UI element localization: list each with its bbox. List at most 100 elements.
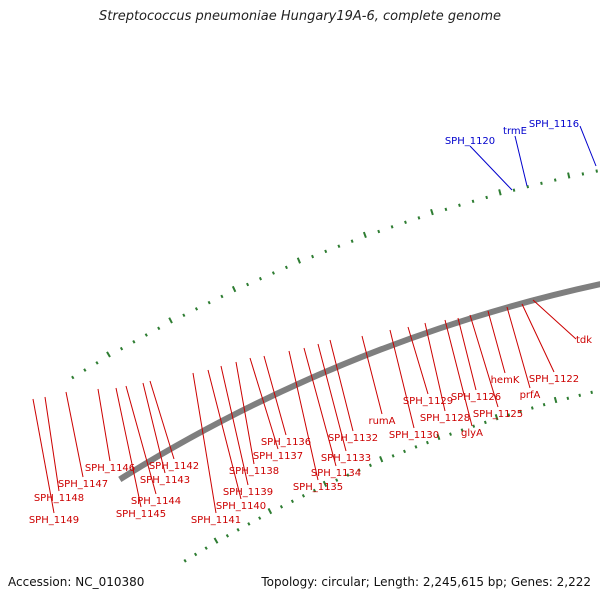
scale-tick bbox=[460, 428, 464, 432]
scale-tick bbox=[430, 208, 434, 216]
gene-label: SPH_1122 bbox=[529, 374, 579, 385]
scale-tick bbox=[566, 396, 570, 401]
label-leader bbox=[44, 396, 60, 492]
gene-label: tdk bbox=[576, 335, 592, 346]
scale-tick bbox=[436, 433, 441, 441]
label-leader bbox=[521, 303, 555, 373]
scale-tick bbox=[390, 225, 394, 229]
scale-tick bbox=[220, 294, 224, 299]
label-leader bbox=[125, 385, 157, 495]
scale-tick bbox=[391, 454, 395, 458]
scale-tick bbox=[312, 488, 317, 493]
scale-tick bbox=[324, 249, 328, 254]
label-leader bbox=[149, 380, 175, 460]
scale-tick bbox=[132, 340, 136, 344]
scale-tick bbox=[368, 463, 372, 468]
gene-label: SPH_1145 bbox=[116, 509, 166, 520]
scale-tick bbox=[119, 346, 124, 351]
gene-label: SPH_1142 bbox=[149, 461, 199, 472]
label-leader bbox=[329, 339, 354, 432]
scale-tick bbox=[485, 195, 489, 200]
gene-label: SPH_1136 bbox=[261, 437, 311, 448]
scale-tick bbox=[296, 257, 301, 264]
gene-label: SPH_1126 bbox=[451, 392, 501, 403]
gene-label: SPH_1137 bbox=[253, 451, 303, 462]
scale-tick bbox=[553, 178, 557, 182]
scale-tick bbox=[335, 478, 339, 482]
scale-tick bbox=[519, 409, 522, 414]
scale-tick bbox=[168, 317, 173, 324]
scale-tick bbox=[157, 326, 161, 331]
label-leader bbox=[115, 387, 142, 508]
gene-label: SPH_1138 bbox=[229, 466, 279, 477]
scale-tick bbox=[530, 406, 534, 410]
scale-tick bbox=[71, 375, 75, 380]
gene-label: rumA bbox=[368, 416, 395, 427]
label-leader bbox=[424, 322, 446, 412]
scale-tick bbox=[83, 368, 87, 372]
label-leader bbox=[532, 299, 577, 340]
label-leader bbox=[288, 350, 319, 481]
scale-tick bbox=[542, 402, 546, 407]
gene-label: SPH_1148 bbox=[34, 493, 84, 504]
gene-label: SPH_1133 bbox=[321, 453, 371, 464]
label-leader bbox=[263, 355, 287, 436]
map-title: Streptococcus pneumoniae Hungary19A-6, c… bbox=[99, 9, 501, 24]
scale-tick bbox=[540, 181, 543, 185]
scale-tick bbox=[350, 239, 354, 243]
gene-label: SPH_1147 bbox=[58, 479, 108, 490]
label-leaders bbox=[32, 125, 597, 514]
scale-tick bbox=[346, 473, 350, 477]
scale-tick bbox=[449, 432, 452, 436]
scale-tick bbox=[526, 184, 530, 189]
scale-tick bbox=[279, 505, 284, 509]
scale-tick bbox=[204, 546, 208, 550]
scale-tick bbox=[236, 528, 240, 532]
label-leader bbox=[65, 391, 84, 478]
gene-label: SPH_1139 bbox=[223, 487, 273, 498]
scale-tick bbox=[417, 216, 421, 220]
scale-tick bbox=[106, 351, 111, 358]
scale-tick bbox=[471, 199, 475, 204]
gene-label: SPH_1134 bbox=[311, 468, 361, 479]
scale-tick bbox=[414, 445, 418, 449]
gene-label: SPH_1129 bbox=[403, 396, 453, 407]
label-leader bbox=[207, 369, 242, 500]
gene-label: SPH_1130 bbox=[389, 430, 439, 441]
scale-tick bbox=[472, 424, 476, 428]
gene-label: SPH_1149 bbox=[29, 515, 79, 526]
label-leader bbox=[457, 317, 477, 391]
scale-tick bbox=[494, 414, 499, 421]
scale-tick bbox=[507, 413, 511, 417]
scale-tick bbox=[377, 229, 381, 234]
gene-label: SPH_1144 bbox=[131, 496, 181, 507]
label-leader bbox=[220, 365, 249, 486]
gene-label: SPH_1120 bbox=[445, 136, 495, 147]
scale-tick bbox=[182, 313, 186, 318]
label-leader bbox=[514, 135, 528, 187]
scale-tick bbox=[595, 169, 599, 173]
scale-tick bbox=[498, 189, 502, 196]
genome-backbone bbox=[118, 281, 600, 482]
scale-tick bbox=[512, 188, 516, 192]
scale-tick bbox=[246, 282, 250, 287]
scale-tick bbox=[95, 361, 99, 365]
label-leader bbox=[192, 372, 217, 514]
scale-tick bbox=[284, 265, 288, 270]
label-leader bbox=[579, 125, 597, 167]
scale-tick bbox=[425, 440, 429, 445]
label-leader bbox=[303, 347, 337, 467]
scale-tick bbox=[258, 276, 263, 281]
label-leader bbox=[469, 314, 499, 408]
scale-ticks bbox=[71, 169, 599, 563]
label-leader bbox=[407, 326, 429, 395]
gene-label: hemK bbox=[491, 375, 520, 386]
scale-tick bbox=[258, 516, 262, 520]
label-leader bbox=[142, 382, 166, 474]
scale-tick bbox=[404, 220, 407, 225]
gene-label: SPH_1140 bbox=[216, 501, 266, 512]
gene-label: trmE bbox=[503, 126, 527, 137]
scale-tick bbox=[403, 449, 406, 454]
gene-label: prfA bbox=[520, 390, 541, 401]
label-leader bbox=[444, 319, 473, 427]
